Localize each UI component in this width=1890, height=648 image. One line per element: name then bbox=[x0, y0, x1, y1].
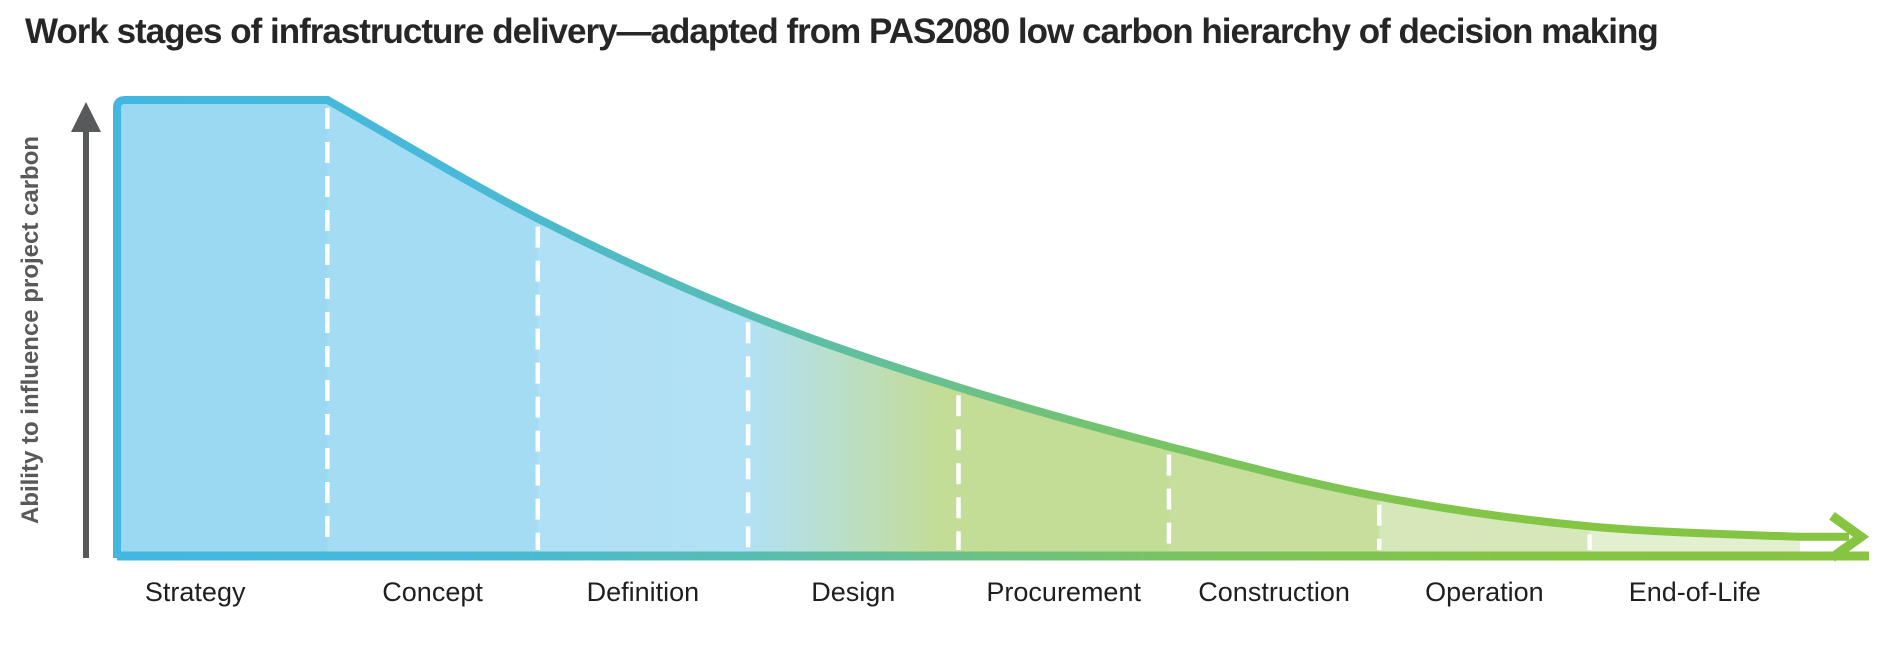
stage-label-construction: Construction bbox=[1198, 577, 1350, 607]
page-title: Work stages of infrastructure delivery—a… bbox=[25, 12, 1659, 51]
stage-label-procurement: Procurement bbox=[986, 577, 1141, 607]
stage-label-definition: Definition bbox=[587, 577, 700, 607]
influence-curve bbox=[113, 96, 1849, 558]
influence-area-group bbox=[113, 96, 1870, 562]
stage-label-end-of-life: End-of-Life bbox=[1629, 577, 1761, 607]
x-axis-arrowhead-icon bbox=[1829, 511, 1870, 562]
stage-label-strategy: Strategy bbox=[145, 577, 246, 607]
stage-labels-group: Strategy Concept Definition Design Procureme… bbox=[145, 577, 1761, 607]
stage-label-operation: Operation bbox=[1425, 577, 1544, 607]
y-axis-arrowhead-icon bbox=[71, 102, 101, 132]
stage-dividers-group bbox=[325, 108, 1592, 550]
stage-label-design: Design bbox=[811, 577, 895, 607]
y-axis-group: Ability to influence project carbon bbox=[17, 102, 101, 558]
influence-area-fill bbox=[117, 100, 1800, 553]
stage-label-concept: Concept bbox=[382, 577, 483, 607]
y-axis-label: Ability to influence project carbon bbox=[17, 136, 44, 524]
